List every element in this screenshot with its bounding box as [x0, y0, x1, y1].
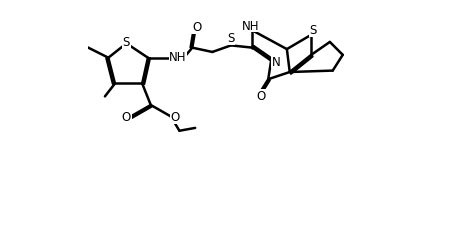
Text: O: O	[122, 110, 131, 123]
Text: O: O	[170, 110, 180, 123]
Text: S: S	[123, 36, 130, 49]
Text: S: S	[309, 24, 316, 37]
Text: NH: NH	[169, 51, 187, 64]
Text: NH: NH	[242, 20, 259, 33]
Text: N: N	[272, 55, 280, 68]
Text: S: S	[227, 32, 235, 45]
Text: O: O	[192, 21, 201, 34]
Text: O: O	[256, 90, 265, 103]
